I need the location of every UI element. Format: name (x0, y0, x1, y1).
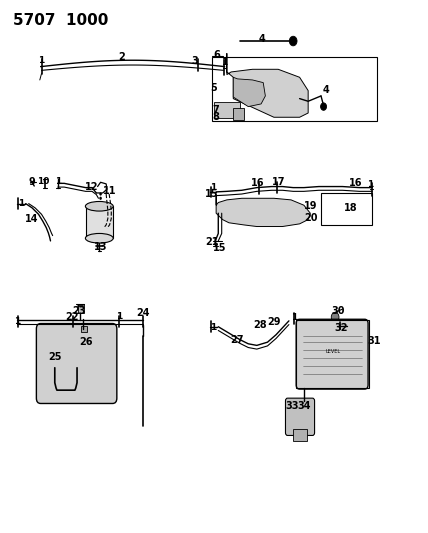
Text: 1: 1 (18, 199, 24, 208)
Text: 26: 26 (80, 337, 93, 347)
FancyBboxPatch shape (296, 319, 368, 389)
FancyBboxPatch shape (36, 324, 117, 403)
Text: 1: 1 (221, 59, 227, 67)
Bar (81, 326, 87, 332)
Text: 4: 4 (259, 34, 265, 44)
FancyBboxPatch shape (285, 398, 315, 435)
Bar (296, 320, 369, 388)
Text: 1: 1 (116, 312, 122, 321)
Text: 10: 10 (38, 177, 50, 185)
Text: 19: 19 (304, 201, 318, 211)
Text: 16: 16 (251, 178, 265, 188)
Polygon shape (216, 195, 310, 227)
Text: 1: 1 (55, 177, 61, 185)
Circle shape (99, 214, 102, 217)
Bar (212, 57, 377, 121)
Text: 4: 4 (323, 85, 330, 94)
Polygon shape (233, 77, 265, 107)
Bar (293, 429, 307, 441)
Text: 6: 6 (213, 50, 220, 60)
Text: 15: 15 (213, 244, 227, 253)
Text: 1: 1 (210, 183, 216, 192)
Text: 32: 32 (334, 324, 348, 333)
Text: 13: 13 (94, 243, 108, 252)
Text: 9: 9 (29, 177, 36, 187)
Text: 1: 1 (210, 324, 216, 332)
Bar (86, 206, 113, 238)
Text: 1: 1 (14, 317, 20, 326)
Circle shape (331, 312, 339, 322)
Bar (214, 102, 240, 118)
Text: LEVEL: LEVEL (325, 349, 340, 354)
Polygon shape (227, 53, 308, 117)
Text: 5707  1000: 5707 1000 (13, 13, 108, 28)
Circle shape (99, 209, 102, 213)
Text: 7: 7 (213, 105, 220, 115)
Ellipse shape (86, 233, 113, 243)
Circle shape (289, 36, 297, 46)
Text: 1: 1 (291, 313, 297, 322)
Text: 2: 2 (119, 52, 125, 62)
Text: 33: 33 (285, 401, 299, 410)
Text: 18: 18 (344, 203, 358, 213)
Bar (78, 304, 84, 313)
Text: 22: 22 (65, 312, 79, 321)
Text: 17: 17 (272, 177, 285, 187)
Text: 21: 21 (205, 237, 219, 247)
Circle shape (99, 201, 102, 204)
Text: 23: 23 (72, 306, 86, 316)
Text: 1: 1 (368, 180, 374, 189)
Circle shape (99, 197, 102, 200)
Text: 34: 34 (297, 401, 311, 411)
Ellipse shape (86, 201, 113, 211)
Text: 12: 12 (85, 182, 99, 191)
Text: 14: 14 (25, 214, 39, 223)
Circle shape (99, 218, 102, 221)
Text: 20: 20 (304, 213, 318, 223)
Circle shape (99, 192, 102, 196)
Circle shape (99, 222, 102, 225)
Text: 11: 11 (103, 187, 116, 196)
Text: 15: 15 (205, 189, 219, 199)
Text: 1: 1 (38, 56, 44, 64)
Bar (233, 108, 244, 120)
Bar (321, 193, 372, 225)
Text: 5: 5 (210, 83, 217, 93)
Text: 30: 30 (331, 306, 345, 316)
Text: 28: 28 (253, 320, 267, 330)
Text: 24: 24 (137, 309, 150, 318)
Text: 8: 8 (213, 112, 220, 122)
Text: 27: 27 (230, 335, 244, 345)
Text: 3: 3 (191, 56, 198, 66)
Text: 16: 16 (349, 178, 363, 188)
Text: 31: 31 (368, 336, 381, 346)
Circle shape (99, 205, 102, 208)
Text: 25: 25 (48, 352, 62, 362)
Circle shape (321, 103, 327, 110)
Text: 29: 29 (268, 318, 281, 327)
